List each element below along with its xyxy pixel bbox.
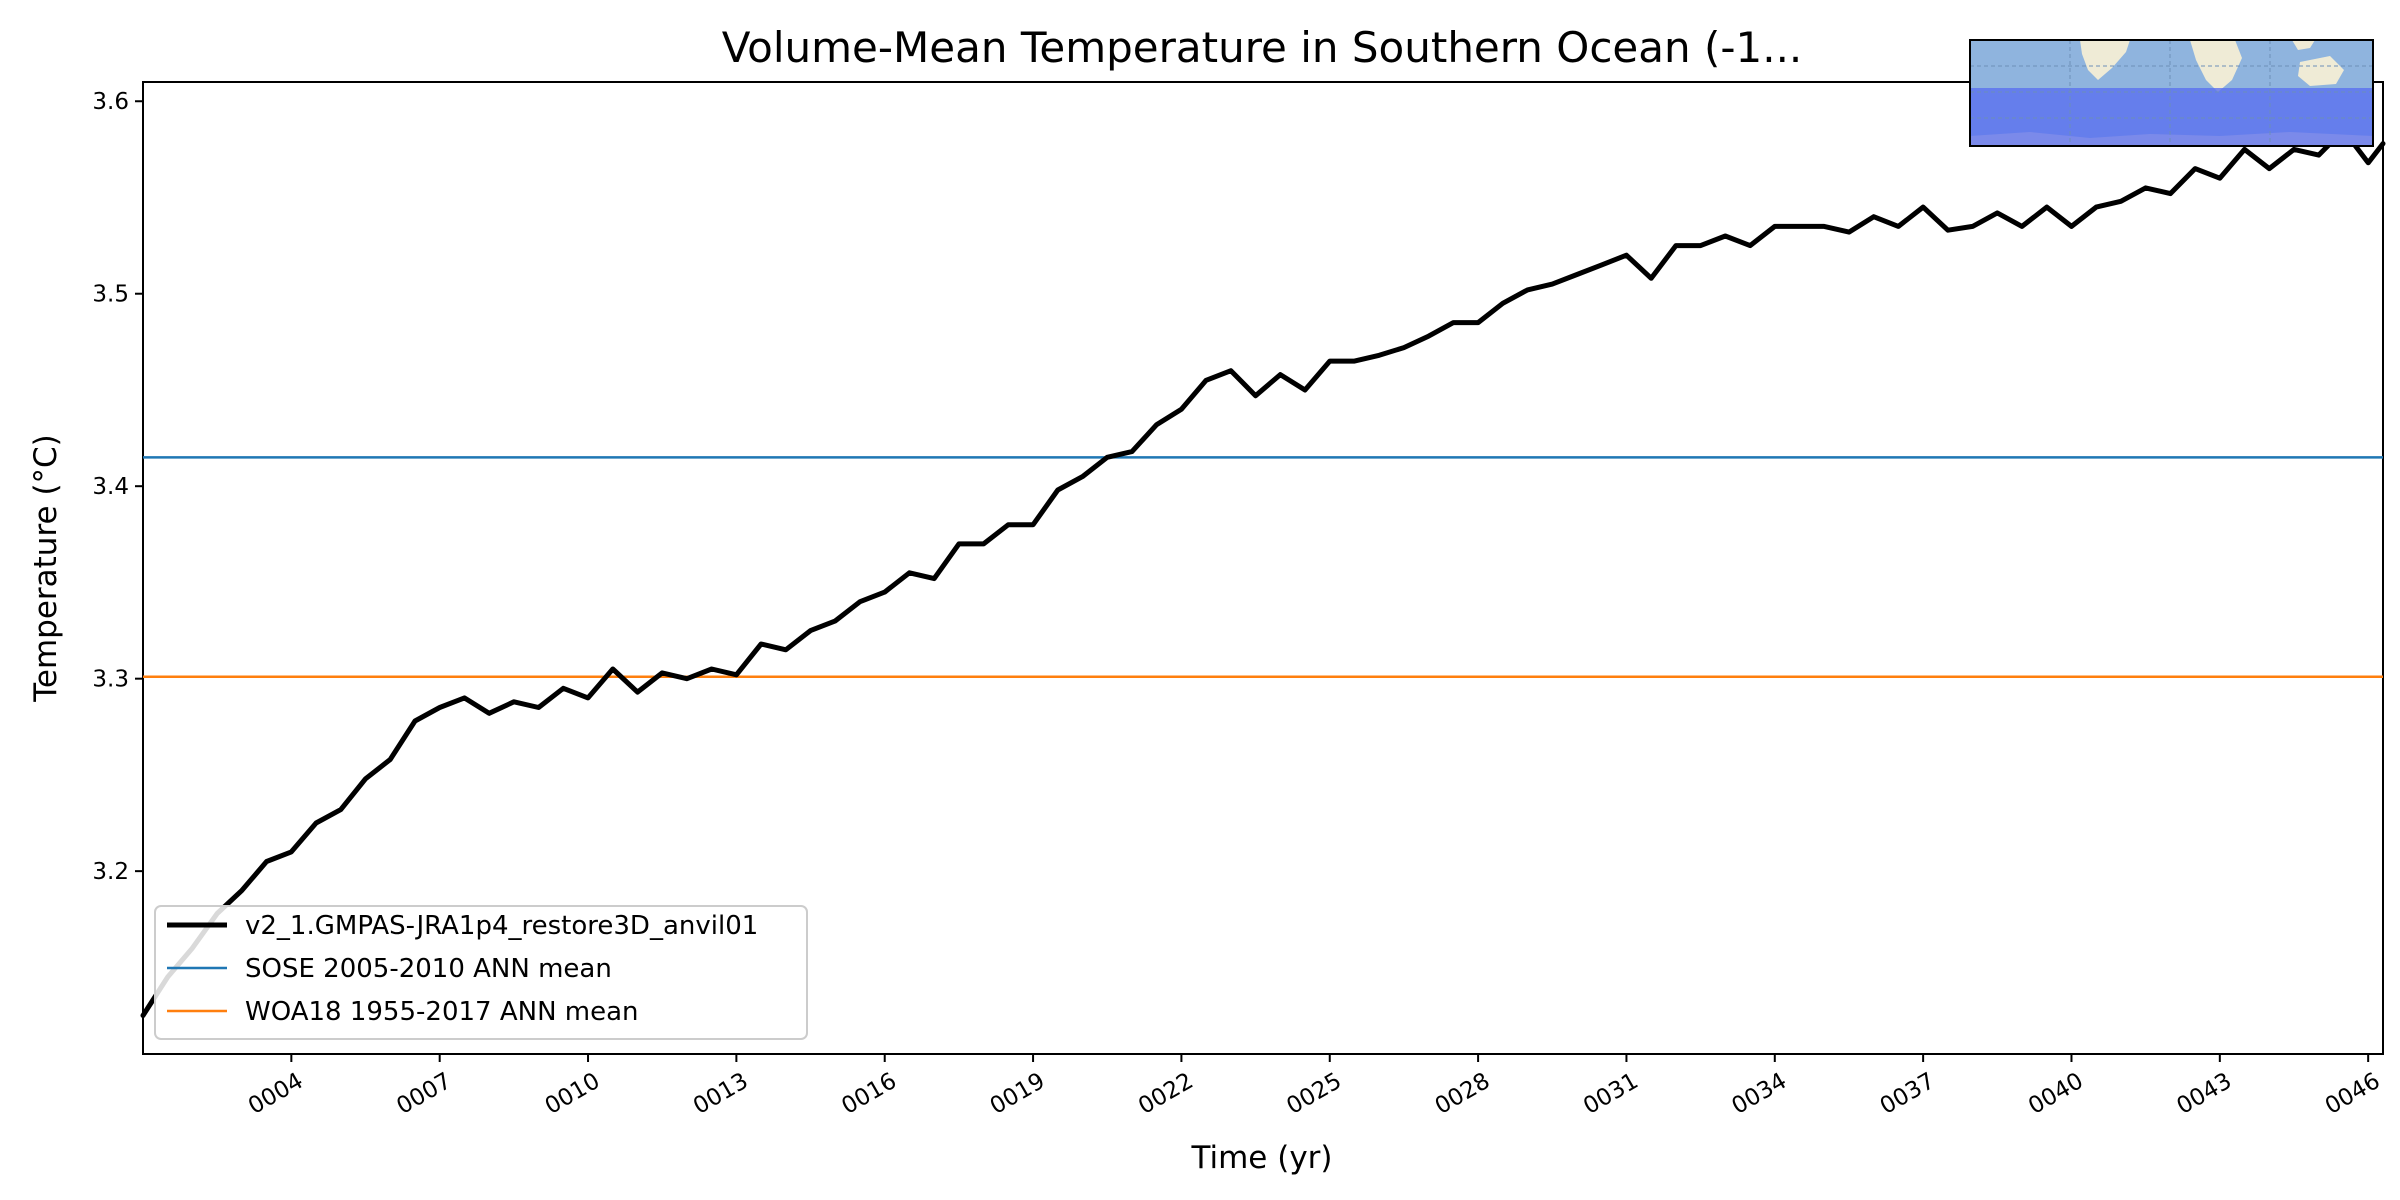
plot-frame xyxy=(142,81,2384,1055)
x-tick-label: 0040 xyxy=(2024,1068,2088,1120)
chart-title: Volume-Mean Temperature in Southern Ocea… xyxy=(722,23,1803,72)
y-axis-title: Temperature (°C) xyxy=(28,434,64,703)
x-tick-label: 0010 xyxy=(541,1068,605,1120)
x-tick-label: 0031 xyxy=(1579,1068,1643,1120)
x-tick-label: 0013 xyxy=(689,1068,753,1120)
legend-label-woa: WOA18 1955-2017 ANN mean xyxy=(245,997,639,1027)
y-tick-label: 3.5 xyxy=(92,282,129,308)
x-tick-label: 0004 xyxy=(244,1068,308,1120)
x-tick-label: 0007 xyxy=(392,1068,456,1120)
x-tick-label: 0016 xyxy=(837,1068,901,1120)
series-line-layer xyxy=(140,127,2386,1018)
plot-area xyxy=(142,81,2384,1055)
x-tick-label: 0022 xyxy=(1134,1068,1198,1120)
x-tick-label: 0046 xyxy=(2321,1068,2385,1120)
x-tick-label: 0034 xyxy=(1727,1068,1791,1120)
reference-lines xyxy=(143,456,2383,678)
inset-gridlines xyxy=(1970,40,2373,146)
x-axis-ticks: 0004 0007 0010 0013 0016 0019 0022 0025 0028 0031… xyxy=(244,1054,2385,1120)
inset-frame xyxy=(1969,39,2374,147)
y-tick-label: 3.3 xyxy=(92,667,129,693)
y-tick-label: 3.2 xyxy=(92,859,129,885)
x-tick-label: 0025 xyxy=(1282,1068,1346,1120)
series-line-model xyxy=(140,127,2386,1018)
x-tick-label: 0028 xyxy=(1431,1068,1495,1120)
y-tick-label: 3.4 xyxy=(92,474,129,500)
x-axis-title: Time (yr) xyxy=(1191,1140,1333,1176)
inset-map xyxy=(1969,39,2374,147)
x-tick-label: 0019 xyxy=(986,1068,1050,1120)
legend-label-model: v2_1.GMPAS-JRA1p4_restore3D_anvil01 xyxy=(245,911,758,941)
x-tick-label: 0043 xyxy=(2172,1068,2236,1120)
legend-box xyxy=(154,905,808,1040)
legend-label-sose: SOSE 2005-2010 ANN mean xyxy=(245,954,612,984)
x-tick-label: 0037 xyxy=(1876,1068,1940,1120)
inset-southern-ocean-region xyxy=(1970,88,2373,146)
legend: v2_1.GMPAS-JRA1p4_restore3D_anvil01 SOSE… xyxy=(154,905,808,1040)
y-axis-ticks: 3.2 3.3 3.4 3.5 3.6 xyxy=(92,89,143,885)
y-tick-label: 3.6 xyxy=(92,89,129,115)
